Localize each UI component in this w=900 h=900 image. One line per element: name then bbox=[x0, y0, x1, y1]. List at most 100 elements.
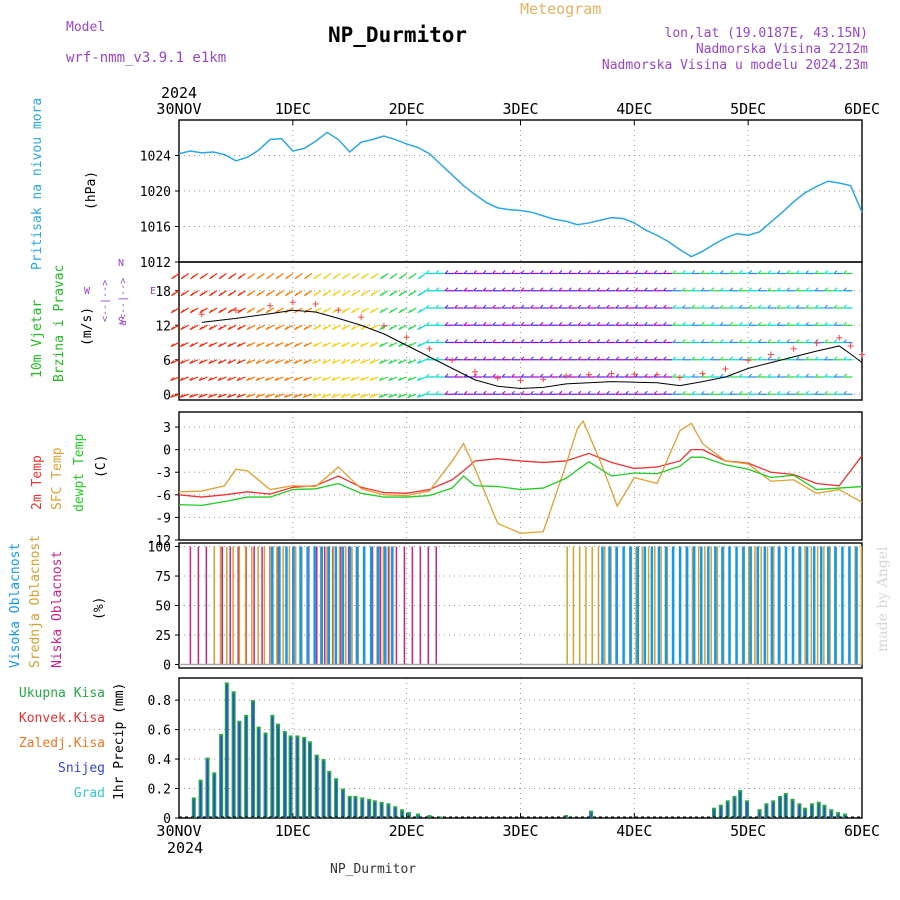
wind-barb-head bbox=[700, 304, 705, 309]
wind-barb-head bbox=[388, 343, 393, 347]
wind-barb bbox=[265, 393, 275, 398]
wind-barb-head bbox=[274, 343, 279, 347]
wind-barb-head bbox=[615, 304, 620, 309]
wind-barb-head bbox=[681, 287, 686, 292]
wind-barb-head bbox=[795, 304, 800, 309]
wind-barb-head bbox=[218, 343, 222, 347]
wind-barb-head bbox=[824, 287, 828, 292]
precip-bar-snow bbox=[257, 728, 260, 818]
wind-barb-head bbox=[246, 326, 251, 330]
wind-barb-head bbox=[303, 292, 308, 297]
wind-barb-head bbox=[700, 339, 705, 343]
ytick-label: 0 bbox=[163, 388, 171, 403]
wind-barb-head bbox=[360, 326, 365, 330]
wind-barb-head bbox=[681, 270, 686, 274]
precip-bar-snow bbox=[284, 733, 286, 818]
precip-bar-snow bbox=[733, 797, 736, 818]
wind-barb bbox=[246, 393, 256, 398]
wind-barb-head bbox=[293, 343, 298, 347]
wind-barb-head bbox=[247, 275, 251, 280]
wind-barb-head bbox=[274, 360, 279, 364]
footer-station: NP_Durmitor bbox=[330, 862, 417, 877]
wind-barb-head bbox=[332, 309, 336, 314]
wind-barb-head bbox=[492, 356, 496, 361]
wind-barb-head bbox=[805, 287, 809, 292]
panel-frame bbox=[178, 411, 863, 541]
precip-bars bbox=[191, 682, 847, 818]
wind-barb-head bbox=[492, 304, 496, 309]
wind-barb-head bbox=[331, 377, 336, 381]
wind-barb-head bbox=[304, 275, 308, 280]
wind-barb-head bbox=[473, 373, 477, 378]
wind-barb-head bbox=[549, 304, 553, 309]
wind-barb-head bbox=[776, 390, 781, 395]
wind-barb-head bbox=[795, 373, 800, 378]
wind-barb-head bbox=[351, 275, 356, 280]
wind-barb-head bbox=[757, 287, 762, 292]
wind-barb bbox=[246, 376, 256, 381]
wind-barb-head bbox=[388, 393, 393, 398]
wind-barb-head bbox=[274, 393, 279, 398]
temp-line bbox=[178, 456, 863, 507]
wind-barb-head bbox=[843, 339, 847, 343]
wind-barb-head bbox=[691, 304, 696, 309]
wind-barb-head bbox=[729, 390, 734, 395]
wind-barb-head bbox=[302, 393, 307, 398]
wind-barb-head bbox=[653, 390, 658, 395]
wind-barb-head bbox=[227, 343, 232, 347]
wind-barb-head bbox=[378, 393, 383, 398]
wind-barb-head bbox=[189, 326, 194, 330]
wind-barb-head bbox=[672, 321, 677, 326]
wind-barb-head bbox=[700, 356, 705, 361]
wind-barb-head bbox=[786, 339, 790, 343]
precip-bar-snow bbox=[791, 800, 794, 818]
ytick-label: -9 bbox=[155, 511, 171, 526]
wind-barb-head bbox=[729, 270, 734, 274]
wind-barb-head bbox=[539, 270, 544, 274]
precip-bar-snow bbox=[220, 736, 222, 818]
wind-barb-head bbox=[350, 343, 355, 347]
wind-barb-head bbox=[379, 343, 384, 347]
wind-barb-head bbox=[265, 393, 269, 398]
wind-barb-head bbox=[417, 292, 422, 297]
wind-barb-head bbox=[236, 360, 241, 364]
wind-barb-head bbox=[435, 390, 439, 395]
wind-barb-head bbox=[653, 304, 658, 309]
wind-barb-head bbox=[217, 377, 222, 381]
wind-barb-head bbox=[379, 360, 383, 364]
wind-barb-head bbox=[407, 326, 412, 330]
wind-barb-head bbox=[643, 390, 648, 395]
wind-barb-head bbox=[805, 270, 809, 274]
wind-barb bbox=[350, 393, 360, 398]
wind-barb-head bbox=[767, 356, 771, 361]
wind-barb-head bbox=[662, 287, 667, 292]
wind-barb bbox=[284, 359, 294, 365]
wind-barb-head bbox=[615, 390, 620, 395]
wind-barb-head bbox=[767, 373, 771, 378]
xtick-top-label: 2DEC bbox=[389, 100, 425, 118]
wind-barb-head bbox=[284, 393, 288, 398]
ytick-label: 6 bbox=[163, 354, 171, 369]
wind-barb-head bbox=[417, 326, 422, 330]
wind-barb-head bbox=[293, 360, 298, 364]
wind-barb bbox=[341, 376, 350, 381]
wind-barb-head bbox=[634, 321, 639, 326]
wind-barb bbox=[274, 359, 284, 365]
wind-barb-head bbox=[425, 373, 430, 378]
wind-barb-head bbox=[511, 304, 515, 309]
wind-barb-head bbox=[407, 393, 412, 398]
wind-barb-head bbox=[199, 309, 204, 314]
wind-barb bbox=[170, 359, 180, 365]
wind-barb-head bbox=[653, 356, 658, 361]
wind-barb-head bbox=[255, 377, 260, 381]
compass-south: S bbox=[118, 316, 125, 327]
precip-bar-snow bbox=[309, 743, 311, 818]
wind-barb-head bbox=[539, 356, 544, 361]
precip-bar-snow bbox=[387, 805, 390, 818]
wind-barb-head bbox=[482, 339, 487, 343]
wind-barb-head bbox=[596, 373, 601, 378]
ytick-label: 0.8 bbox=[148, 694, 171, 709]
ytick-label: 1020 bbox=[140, 185, 171, 200]
wind-barb-head bbox=[501, 373, 506, 378]
wind-barb-head bbox=[624, 356, 629, 361]
